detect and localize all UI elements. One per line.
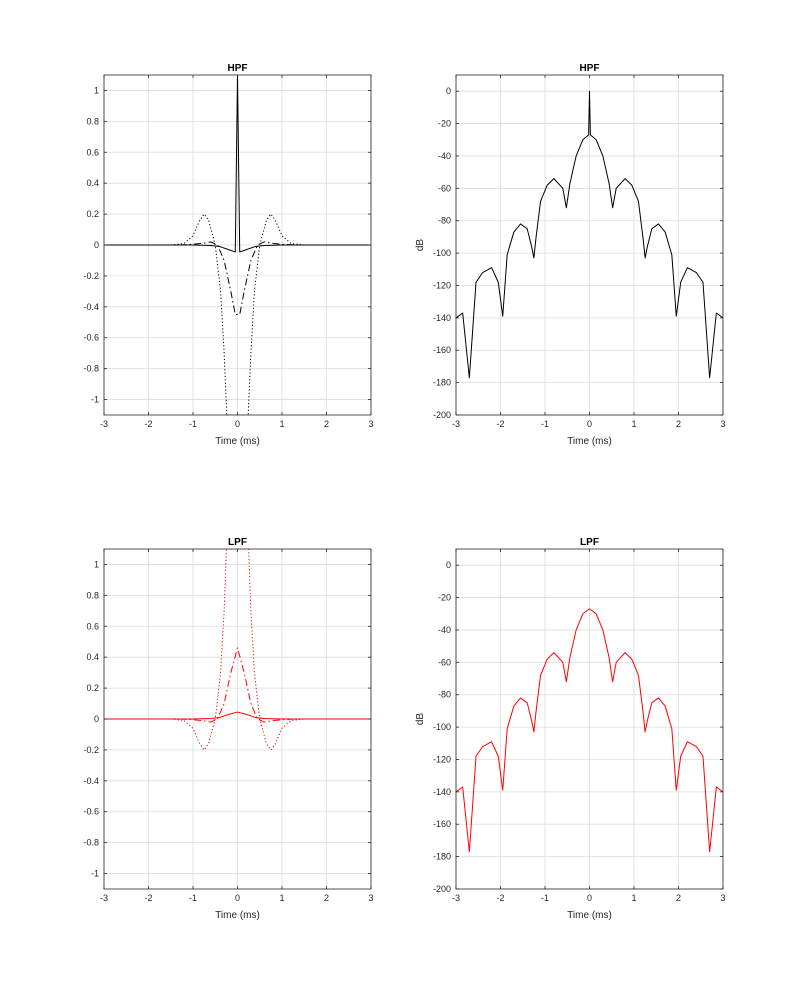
- x-axis-label: Time (ms): [215, 910, 260, 921]
- y-tick-label: -140: [433, 313, 451, 323]
- x-axis-label: Time (ms): [215, 436, 260, 447]
- y-tick-label: -200: [433, 410, 451, 420]
- x-tick-label: -1: [541, 419, 549, 429]
- x-tick-label: -2: [496, 419, 504, 429]
- series-line-3: [104, 711, 371, 720]
- y-tick-label: 0: [446, 560, 451, 570]
- x-tick-label: 3: [720, 419, 725, 429]
- y-tick-label: 0.6: [86, 147, 99, 157]
- y-tick-label: -0.4: [83, 776, 99, 786]
- x-tick-label: -2: [144, 419, 152, 429]
- series-line-1: [456, 90, 723, 379]
- chart-panel-4: -3 -2 -1 0 1 2 3-200-180-160-140-120-100-80-60…: [415, 537, 726, 921]
- y-tick-label: -40: [438, 151, 451, 161]
- x-tick-label: 0: [235, 419, 240, 429]
- x-tick-label: 1: [631, 419, 636, 429]
- x-axis-label: Time (ms): [567, 910, 612, 921]
- y-tick-label: -0.4: [83, 302, 99, 312]
- y-tick-label: -0.6: [83, 807, 99, 817]
- y-tick-label: -1: [91, 395, 99, 405]
- chart-panel-1: -3 -2 -1 0 1 2 3 -1 -0.8 -0.6 -0.4 -0.2 0 0.2 0.4 0.6 0.…: [83, 63, 373, 447]
- x-tick-label: 2: [676, 419, 681, 429]
- y-tick-label: 0: [94, 714, 99, 724]
- x-tick-label: 0: [587, 419, 592, 429]
- y-tick-label: 0.8: [86, 590, 99, 600]
- y-tick-label: -60: [438, 183, 451, 193]
- y-tick-label: 0.4: [86, 178, 99, 188]
- x-tick-label: -1: [541, 893, 549, 903]
- y-tick-label: -160: [433, 345, 451, 355]
- x-tick-label: 3: [368, 419, 373, 429]
- chart-title: LPF: [228, 537, 247, 548]
- y-tick-label: -0.6: [83, 333, 99, 343]
- y-tick-label: -0.8: [83, 838, 99, 848]
- series-line-2: [179, 241, 296, 316]
- x-tick-label: -2: [144, 893, 152, 903]
- x-tick-label: 2: [676, 893, 681, 903]
- y-axis-label: dB: [415, 239, 426, 252]
- x-tick-label: -1: [189, 893, 197, 903]
- y-tick-label: -0.2: [83, 271, 99, 281]
- y-tick-label: -180: [433, 378, 451, 388]
- y-tick-label: -120: [433, 754, 451, 764]
- y-tick-label: 0: [446, 86, 451, 96]
- y-tick-label: -80: [438, 690, 451, 700]
- y-tick-label: -140: [433, 787, 451, 797]
- x-tick-label: 1: [631, 893, 636, 903]
- y-tick-label: -80: [438, 216, 451, 226]
- y-tick-label: 0: [94, 240, 99, 250]
- x-axis-label: Time (ms): [567, 436, 612, 447]
- series-line-1: [456, 608, 723, 853]
- y-tick-label: -1: [91, 869, 99, 879]
- y-tick-label: -160: [433, 819, 451, 829]
- chart-title: HPF: [580, 63, 600, 74]
- x-tick-label: 1: [279, 419, 284, 429]
- y-tick-label: 0.2: [86, 683, 99, 693]
- y-tick-label: -180: [433, 852, 451, 862]
- y-tick-label: -100: [433, 248, 451, 258]
- x-tick-label: -3: [100, 419, 108, 429]
- series-line-3: [104, 75, 371, 253]
- y-tick-label: -0.8: [83, 364, 99, 374]
- y-tick-label: -20: [438, 119, 451, 129]
- chart-panel-3: -3 -2 -1 0 1 2 3 -1 -0.8 -0.6 -0.4 -0.2 0 0.2 0.4 0.6 0.…: [83, 537, 373, 921]
- x-tick-label: 1: [279, 893, 284, 903]
- y-tick-label: -40: [438, 625, 451, 635]
- chart-title: LPF: [580, 537, 599, 548]
- y-tick-label: -100: [433, 722, 451, 732]
- x-tick-label: 2: [324, 419, 329, 429]
- chart-panel-2: -3 -2 -1 0 1 2 3-200-180-160-140-120-100-80-60…: [415, 63, 726, 447]
- x-tick-label: 0: [235, 893, 240, 903]
- y-tick-label: 0.4: [86, 652, 99, 662]
- y-tick-label: -20: [438, 593, 451, 603]
- x-tick-label: 0: [587, 893, 592, 903]
- y-tick-label: -60: [438, 657, 451, 667]
- x-tick-label: -2: [496, 893, 504, 903]
- y-tick-label: 0.8: [86, 116, 99, 126]
- x-tick-label: 3: [720, 893, 725, 903]
- y-tick-label: -200: [433, 884, 451, 894]
- y-tick-label: -120: [433, 280, 451, 290]
- y-tick-label: -0.2: [83, 745, 99, 755]
- x-tick-label: -1: [189, 419, 197, 429]
- y-tick-label: 0.2: [86, 209, 99, 219]
- x-tick-label: -3: [452, 419, 460, 429]
- series-line-2: [179, 647, 296, 723]
- y-tick-label: 0.6: [86, 621, 99, 631]
- chart-title: HPF: [228, 63, 248, 74]
- x-tick-label: 3: [368, 893, 373, 903]
- x-tick-label: -3: [452, 893, 460, 903]
- y-tick-label: 1: [94, 85, 99, 95]
- y-axis-label: dB: [415, 713, 426, 726]
- x-tick-label: 2: [324, 893, 329, 903]
- x-tick-label: -3: [100, 893, 108, 903]
- y-tick-label: 1: [94, 559, 99, 569]
